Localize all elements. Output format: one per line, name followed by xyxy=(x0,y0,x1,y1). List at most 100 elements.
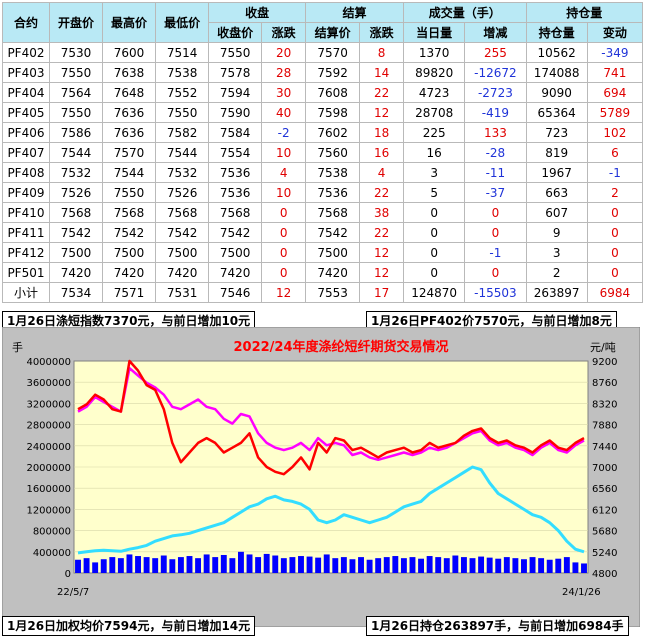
contract-cell: PF408 xyxy=(2,162,50,183)
table-cell: 7538 xyxy=(305,162,361,183)
table-cell: 7550 xyxy=(48,62,104,83)
table-cell: 7550 xyxy=(155,102,210,123)
table-cell: 40 xyxy=(261,102,307,123)
table-cell: 1370 xyxy=(403,42,466,63)
contract-cell: PF410 xyxy=(2,202,50,223)
col-low: 最低价 xyxy=(155,2,210,43)
volume-bar xyxy=(375,558,382,573)
table-cell: 5 xyxy=(403,182,466,203)
table-cell: 22 xyxy=(359,182,405,203)
table-cell: 10562 xyxy=(525,42,588,63)
right-tick-label: 7880 xyxy=(592,421,617,432)
table-cell: 7584 xyxy=(208,122,263,143)
volume-bar xyxy=(409,557,416,573)
col-high: 最高价 xyxy=(101,2,157,43)
volume-bar xyxy=(298,556,304,573)
table-cell: 7526 xyxy=(48,182,104,203)
table-row: PF408 7532 7544 7532 7536 4 7538 4 3 -11 1967 -1 xyxy=(2,162,644,183)
right-tick-label: 6120 xyxy=(592,505,617,516)
table-cell: 0 xyxy=(261,202,307,223)
table-cell: 7500 xyxy=(305,242,361,263)
table-cell: 0 xyxy=(586,222,644,243)
table-row: PF411 7542 7542 7542 7542 0 7542 22 0 0 9 0 xyxy=(2,222,644,243)
table-cell: 28708 xyxy=(403,102,466,123)
right-tick-label: 6560 xyxy=(592,484,617,495)
table-cell: 30 xyxy=(261,82,307,103)
table-cell: 0 xyxy=(403,262,466,283)
table-row: PF412 7500 7500 7500 7500 0 7500 12 0 -1 3 0 xyxy=(2,242,644,263)
table-cell: 6984 xyxy=(586,282,644,303)
table-cell: 0 xyxy=(403,222,466,243)
table-cell: -349 xyxy=(586,42,644,63)
table-cell: 7542 xyxy=(101,222,157,243)
table-cell: 7500 xyxy=(48,242,104,263)
table-cell: 7560 xyxy=(305,142,361,163)
table-cell: 663 xyxy=(525,182,588,203)
table-cell: 7526 xyxy=(155,182,210,203)
volume-bar xyxy=(366,559,373,573)
volume-bar xyxy=(538,558,545,573)
volume-bar xyxy=(469,558,476,573)
volume-bar xyxy=(503,557,510,573)
table-cell: 7542 xyxy=(155,222,210,243)
volume-bar xyxy=(306,556,313,573)
table-cell: 7546 xyxy=(208,282,263,303)
volume-bar xyxy=(563,557,570,573)
left-tick-label: 3600000 xyxy=(26,378,71,389)
volume-bar xyxy=(92,562,99,573)
left-tick-label: 2800000 xyxy=(26,421,71,432)
table-cell: 7542 xyxy=(305,222,361,243)
volume-bar xyxy=(272,555,279,573)
table-cell: 7420 xyxy=(155,262,210,283)
table-cell: 0 xyxy=(464,262,527,283)
group-settle: 结算 xyxy=(305,2,405,23)
table-cell: -2723 xyxy=(464,82,527,103)
col-settle-change: 涨跌 xyxy=(359,22,405,43)
x-start-label: 22/5/7 xyxy=(57,587,89,598)
volume-bar xyxy=(358,557,364,573)
volume-bar xyxy=(83,558,90,573)
table-cell: 124870 xyxy=(403,282,466,303)
banner-open-interest: 1月26日持仓263897手，与前日增加6984手 xyxy=(366,616,629,636)
left-tick-label: 1200000 xyxy=(26,505,71,516)
contract-cell: PF409 xyxy=(2,182,50,203)
table-cell: 0 xyxy=(261,222,307,243)
futures-table: 合约 开盘价 最高价 最低价 收盘 结算 成交量（手） 持仓量 收盘价 涨跌 结… xyxy=(2,2,644,303)
volume-bar xyxy=(220,554,227,573)
volume-bar xyxy=(435,557,442,573)
banner-pf402: 1月26日PF402价7570元，与前日增加8元 xyxy=(366,311,617,331)
volume-bar xyxy=(315,557,322,573)
group-volume: 成交量（手） xyxy=(403,2,527,23)
group-close: 收盘 xyxy=(208,2,307,23)
volume-bar xyxy=(100,559,107,573)
left-tick-label: 400000 xyxy=(33,548,71,559)
table-cell: 741 xyxy=(586,62,644,83)
volume-bar xyxy=(546,559,553,573)
table-cell: 17 xyxy=(359,282,405,303)
table-cell: 7568 xyxy=(155,202,210,223)
volume-bar xyxy=(169,559,176,573)
table-cell: 0 xyxy=(403,242,466,263)
table-cell: 7602 xyxy=(305,122,361,143)
col-open: 开盘价 xyxy=(48,2,104,43)
table-cell: 7590 xyxy=(208,102,263,123)
volume-bar xyxy=(229,558,236,573)
table-cell: 7514 xyxy=(155,42,210,63)
table-cell: 7420 xyxy=(305,262,361,283)
table-cell: 3 xyxy=(403,162,466,183)
left-axis-label: 手 xyxy=(12,340,23,354)
volume-bar xyxy=(237,551,244,573)
left-tick-label: 0 xyxy=(65,569,71,580)
col-close-price: 收盘价 xyxy=(208,22,263,43)
volume-bar xyxy=(340,557,347,573)
table-cell: 133 xyxy=(464,122,527,143)
settle-price-line xyxy=(77,359,585,476)
table-cell: 8 xyxy=(359,42,405,63)
contract-cell: PF411 xyxy=(2,222,50,243)
chart-panel: 4000000 9200 3600000 8760 3200000 8320 2800000… xyxy=(1,326,641,628)
volume-bar xyxy=(212,557,219,573)
table-cell: 1967 xyxy=(525,162,588,183)
table-cell: 2 xyxy=(586,182,644,203)
table-cell: -419 xyxy=(464,102,527,123)
table-cell: 22 xyxy=(359,82,405,103)
